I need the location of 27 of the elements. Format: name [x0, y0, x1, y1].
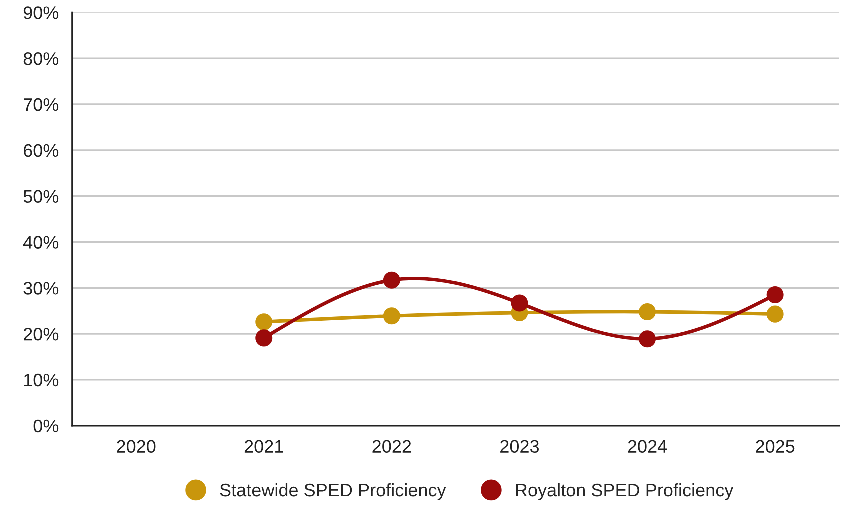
point [766, 306, 784, 323]
x-tick-label: 2023 [500, 440, 540, 454]
point [511, 294, 528, 312]
point [639, 330, 656, 348]
y-tick-label: 50% [24, 190, 59, 204]
y-tick-label: 10% [24, 374, 59, 387]
point [639, 304, 656, 321]
y-tick-label: 70% [24, 98, 59, 112]
y-tick-label: 20% [24, 328, 59, 341]
x-tick-label: 2020 [117, 440, 156, 454]
point [256, 330, 273, 347]
legend-label: Royalton SPED Proficiency [516, 483, 734, 500]
legend-label: Statewide SPED Proficiency [220, 483, 446, 500]
x-tick-label: 2022 [372, 440, 412, 454]
x-tick-label: 2025 [756, 440, 795, 454]
y-tick-label: 80% [24, 52, 59, 66]
x-tick-label: 2024 [628, 440, 668, 454]
point [383, 308, 400, 325]
point [383, 272, 400, 289]
y-tick-label: 90% [24, 6, 59, 20]
y-tick-label: 40% [24, 236, 59, 249]
x-tick-label: 2021 [244, 440, 284, 454]
y-tick-label: 30% [24, 282, 59, 295]
y-tick-label: 0% [34, 420, 59, 433]
point [256, 314, 273, 331]
point [766, 286, 784, 304]
y-tick-label: 60% [24, 144, 59, 158]
